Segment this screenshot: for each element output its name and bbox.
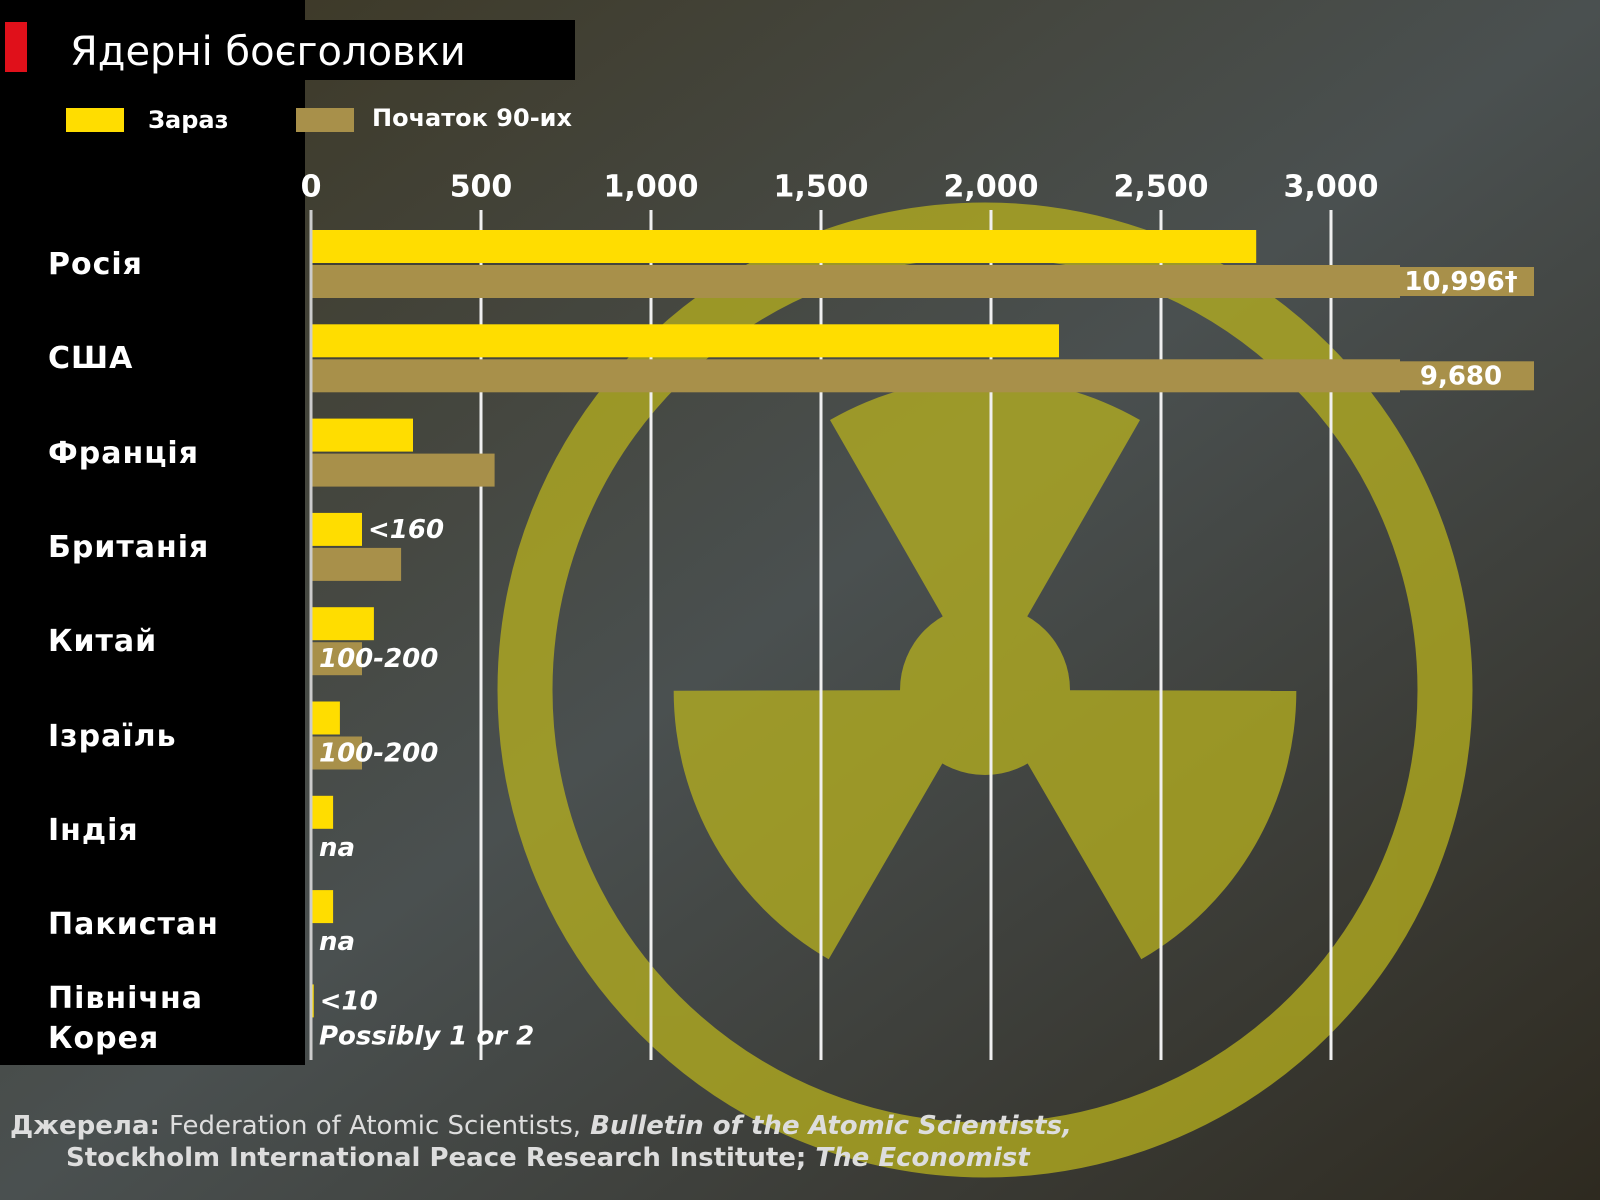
x-tick-label: 2,000 xyxy=(944,170,1039,205)
bar xyxy=(311,547,402,581)
source-label: Джерела: xyxy=(10,1111,160,1141)
chart-title: Ядерні боєголовки xyxy=(70,29,466,75)
bar xyxy=(311,359,1400,393)
bar xyxy=(311,701,340,735)
plot xyxy=(309,210,1400,1060)
bar xyxy=(311,230,1257,263)
x-tick-label: 1,000 xyxy=(604,170,699,205)
bar xyxy=(311,265,1400,298)
x-tick-label: 2,500 xyxy=(1114,170,1209,205)
value-label: na xyxy=(319,927,355,957)
value-label: Possibly 1 or 2 xyxy=(319,1021,534,1051)
source-part: The Economist xyxy=(815,1143,1030,1173)
source: Джерела: Federation of Atomic Scientists… xyxy=(10,1110,1072,1174)
value-label: na xyxy=(319,833,355,863)
bar xyxy=(311,453,495,487)
legend-label: Початок 90-их xyxy=(372,104,572,132)
category-label: Північна Корея xyxy=(48,981,203,1057)
title-panel xyxy=(55,20,575,80)
bar xyxy=(311,512,362,546)
title-marker xyxy=(5,22,27,72)
value-label: 100-200 xyxy=(319,644,438,674)
bar xyxy=(311,418,413,452)
category-label: Індія xyxy=(48,812,139,848)
category-label: Пакистан xyxy=(48,907,219,943)
bar xyxy=(311,324,1059,358)
label-panel xyxy=(0,0,305,1065)
category-label: Франція xyxy=(48,435,199,471)
bar xyxy=(311,795,334,829)
x-tick-label: 500 xyxy=(450,170,513,205)
bar xyxy=(311,642,362,676)
category-label: Росія xyxy=(48,247,143,282)
legend-swatch xyxy=(66,108,124,132)
legend-label: Зараз xyxy=(148,106,229,134)
x-tick-label: 3,000 xyxy=(1284,170,1379,205)
bar xyxy=(311,607,374,641)
source-part: Stockholm International Peace Research I… xyxy=(66,1143,807,1173)
value-label: 10,996† xyxy=(1404,267,1517,297)
category-label: Британія xyxy=(48,529,210,565)
value-label-box xyxy=(1394,361,1534,391)
bar xyxy=(311,890,334,924)
value-label-box xyxy=(1394,267,1534,296)
value-label: <10 xyxy=(320,986,378,1016)
source-part: Federation of Atomic Scientists, xyxy=(168,1111,582,1141)
category-label: Ізраїль xyxy=(48,718,177,754)
value-label: <160 xyxy=(368,515,444,545)
value-label: 9,680 xyxy=(1420,361,1502,391)
source-part: Bulletin of the Atomic Scientists, xyxy=(590,1111,1072,1141)
x-tick-label: 1,500 xyxy=(774,170,869,205)
category-label: США xyxy=(48,341,134,377)
bar xyxy=(311,736,362,770)
x-tick-label: 0 xyxy=(301,170,322,205)
category-label: Китай xyxy=(48,624,158,660)
value-label: 100-200 xyxy=(319,739,438,769)
legend-swatch xyxy=(296,108,354,132)
